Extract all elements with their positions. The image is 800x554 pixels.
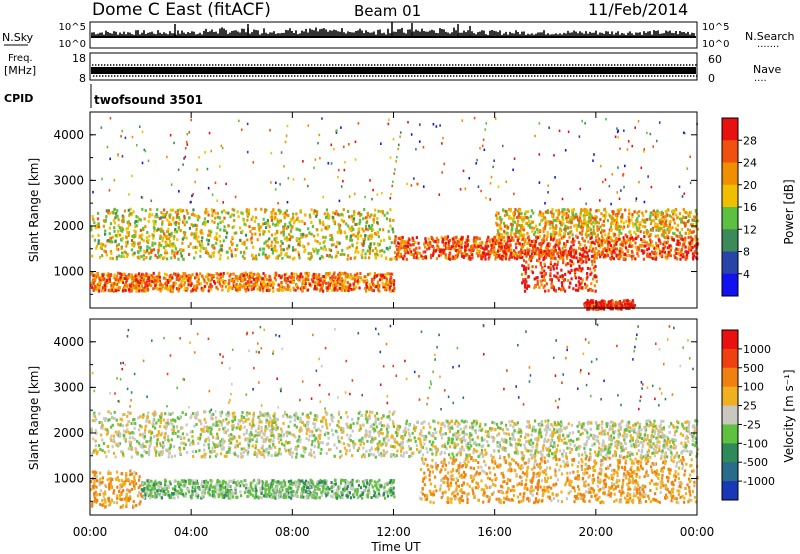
- colorbar-swatch: [722, 162, 738, 186]
- freq-tick-top: 18: [72, 52, 86, 65]
- velocity-panel: 1000 2000 3000 4000 Slant Range [km] 1000 50…: [27, 318, 796, 516]
- y-tick-label: 2000: [53, 426, 84, 440]
- colorbar-swatch: [722, 367, 738, 388]
- x-axis: 00:00 04:00 08:00 12:00 16:00 20:00 00:00: [73, 112, 715, 539]
- nsky-trace: [91, 22, 696, 38]
- nsearch-tick-bottom: 10^0: [702, 39, 729, 50]
- freq-frame: [89, 52, 698, 81]
- x-tick-label: 00:00: [680, 525, 715, 539]
- colorbar-tick: -100: [743, 437, 768, 450]
- x-tick-label: 12:00: [376, 525, 411, 539]
- nsearch-label: N.Search: [745, 30, 795, 43]
- velocity-heatmap: [90, 323, 700, 509]
- svg-text:····: ····: [754, 76, 767, 87]
- nsky-label: N.Sky: [2, 31, 34, 44]
- freq-trace: [91, 67, 696, 74]
- colorbar-swatch: [722, 481, 738, 501]
- nsearch-tick-top: 10^5: [702, 22, 729, 33]
- velocity-ylabel: Slant Range [km]: [27, 366, 41, 470]
- colorbar-tick: 4: [743, 268, 750, 281]
- x-tick-label: 08:00: [275, 525, 310, 539]
- nsky-tick-top: 10^5: [59, 22, 86, 33]
- beam-title: Beam 01: [354, 2, 421, 20]
- power-heatmap: [90, 116, 700, 311]
- colorbar-swatch: [722, 424, 738, 444]
- colorbar-tick: -25: [743, 418, 761, 431]
- power-colorbar-label: Power [dB]: [782, 179, 796, 244]
- nsky-tick-bottom: 10^0: [59, 39, 86, 50]
- x-tick-label: 00:00: [73, 525, 108, 539]
- colorbar-tick: 1000: [743, 343, 771, 356]
- colorbar-tick: 16: [743, 201, 757, 214]
- freq-units: [MHz]: [4, 64, 36, 77]
- colorbar-swatch: [722, 207, 738, 230]
- colorbar-tick: 25: [743, 400, 757, 413]
- y-tick-label: 3000: [53, 173, 84, 187]
- power-colorbar: 4 8 12 16 20 24 28: [721, 117, 757, 297]
- x-axis-label: Time UT: [370, 540, 421, 554]
- colorbar-swatch: [722, 386, 738, 407]
- date-title: 11/Feb/2014: [588, 0, 688, 19]
- colorbar-swatch: [722, 405, 738, 425]
- nave-tick-top: 60: [708, 53, 722, 66]
- colorbar-swatch: [722, 140, 738, 163]
- y-tick-label: 1000: [53, 265, 84, 279]
- x-tick-label: 20:00: [579, 525, 614, 539]
- x-tick-label: 04:00: [174, 525, 209, 539]
- cpid-label: CPID: [4, 92, 33, 105]
- colorbar-tick: 28: [743, 134, 757, 147]
- colorbar-swatch: [722, 273, 738, 297]
- velocity-colorbar-label: Velocity [m s⁻¹]: [782, 369, 796, 462]
- colorbar-swatch: [722, 229, 738, 252]
- cpid-text: twofsound 3501: [94, 93, 203, 107]
- nave-label: Nave: [753, 63, 781, 76]
- velocity-colorbar: 1000 500 100 25 -25 -100 -500 -1000: [721, 329, 775, 501]
- colorbar-tick: 500: [743, 362, 764, 375]
- freq-label: Freq.: [8, 53, 33, 64]
- x-tick-label: 16:00: [477, 525, 512, 539]
- colorbar-tick: 8: [743, 246, 750, 259]
- nsky-strip: N.Sky 10^5 10^0 10^5 10^0 N.Search ·····…: [2, 21, 795, 53]
- colorbar-swatch: [722, 462, 738, 482]
- power-ylabel: Slant Range [km]: [27, 158, 41, 262]
- colorbar-tick: 24: [743, 157, 757, 170]
- freq-strip: Freq. [MHz] 18 8 60 0 Nave ····: [4, 52, 781, 87]
- colorbar-tick: 20: [743, 179, 757, 192]
- colorbar-tick: 100: [743, 381, 764, 394]
- freq-trace-dots: [92, 64, 698, 77]
- y-tick-label: 3000: [53, 380, 84, 394]
- colorbar-tick: -1000: [743, 475, 775, 488]
- colorbar-tick: -500: [743, 456, 768, 469]
- power-panel: 1000 2000 3000 4000 Slant Range [km] 4 8 12 16…: [27, 111, 796, 311]
- nave-tick-bottom: 0: [708, 72, 715, 85]
- colorbar-swatch: [722, 348, 738, 369]
- station-title: Dome C East (fitACF): [92, 0, 271, 20]
- velocity-y-axis: 1000 2000 3000 4000: [53, 318, 697, 502]
- cpid-strip: CPID twofsound 3501: [4, 84, 203, 108]
- colorbar-swatch: [722, 184, 738, 208]
- y-tick-label: 1000: [53, 472, 84, 486]
- power-y-axis: 1000 2000 3000 4000: [53, 111, 697, 295]
- colorbar-swatch: [722, 118, 738, 141]
- y-tick-label: 2000: [53, 219, 84, 233]
- freq-tick-bottom: 8: [79, 72, 86, 85]
- colorbar-swatch: [722, 443, 738, 463]
- colorbar-tick: 12: [743, 223, 757, 236]
- colorbar-swatch: [722, 330, 738, 350]
- nsky-frame: [89, 21, 698, 49]
- colorbar-swatch: [722, 251, 738, 275]
- svg-text:·······: ·······: [757, 42, 779, 53]
- y-tick-label: 4000: [53, 335, 84, 349]
- y-tick-label: 4000: [53, 128, 84, 142]
